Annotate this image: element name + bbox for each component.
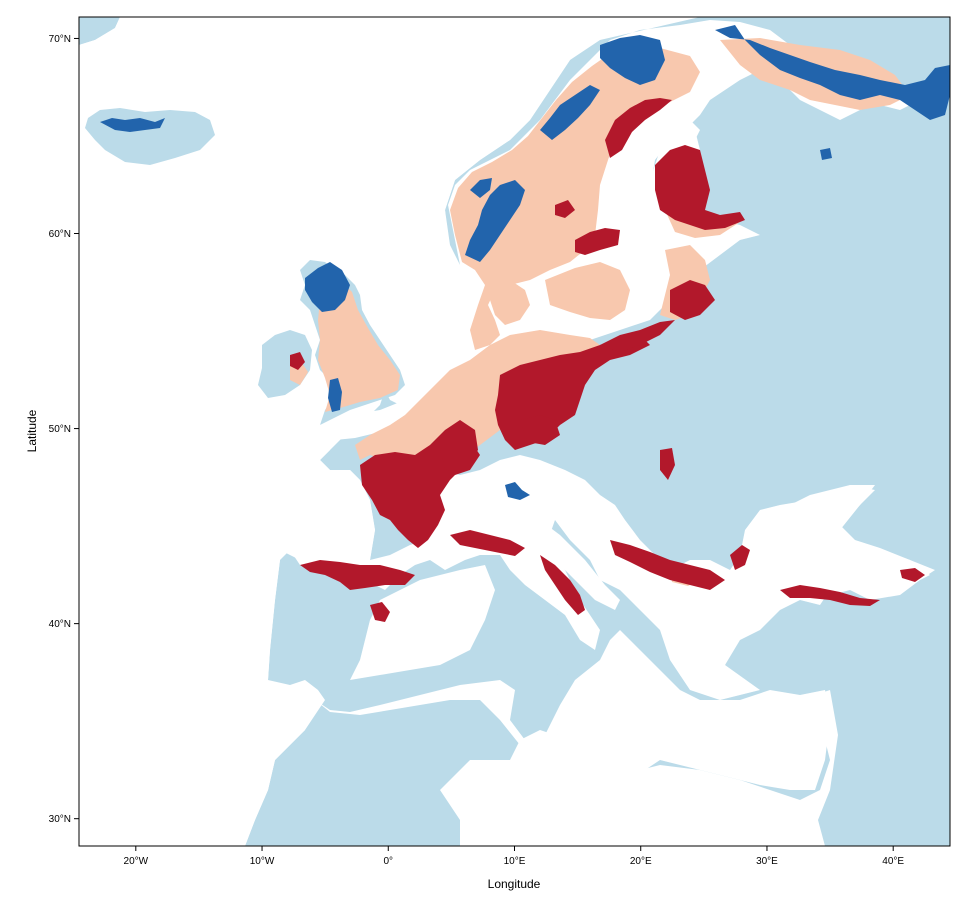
red-apennines bbox=[540, 555, 585, 615]
blue-sweden-mountains bbox=[540, 85, 600, 140]
x-tick-label: 20°E bbox=[630, 856, 652, 867]
x-tick-label: 10°E bbox=[504, 856, 526, 867]
blue-iceland-coast bbox=[100, 118, 165, 132]
peach-great-britain bbox=[318, 280, 400, 412]
x-tick-label: 30°E bbox=[756, 856, 778, 867]
red-france-east bbox=[440, 440, 480, 475]
red-bothnia-north bbox=[605, 98, 672, 158]
red-balkans bbox=[610, 540, 725, 590]
water-black-sea bbox=[740, 485, 930, 600]
x-tick-label: 0° bbox=[383, 856, 393, 867]
red-turkey-north bbox=[780, 585, 880, 606]
red-baltic-coast bbox=[600, 320, 675, 352]
x-axis-title: Longitude bbox=[488, 877, 541, 891]
y-tick-label: 40°N bbox=[49, 619, 71, 630]
water-baltic-sea bbox=[600, 130, 740, 330]
red-finland bbox=[655, 145, 745, 230]
blue-scotland bbox=[305, 262, 350, 312]
water-layer bbox=[79, 17, 930, 846]
category-dark-red-layer bbox=[290, 98, 925, 622]
land-sicily bbox=[520, 665, 560, 685]
x-axis-ticks: 20°W 10°W 0° 10°E 20°E 30°E 40°E bbox=[124, 846, 904, 867]
red-alps bbox=[450, 530, 525, 556]
red-caucasus bbox=[900, 568, 925, 582]
red-carpathians bbox=[660, 448, 675, 480]
peach-sweden-south bbox=[545, 262, 630, 320]
red-spain-north bbox=[300, 560, 415, 590]
water-atlantic-iberia-west bbox=[79, 550, 305, 846]
blue-wales bbox=[328, 378, 342, 412]
blue-alps-spots bbox=[505, 482, 530, 500]
y-tick-label: 60°N bbox=[49, 229, 71, 240]
y-tick-label: 50°N bbox=[49, 424, 71, 435]
red-baltic-east bbox=[670, 280, 715, 320]
x-tick-label: 10°W bbox=[250, 856, 275, 867]
red-czech bbox=[520, 415, 560, 445]
water-aegean bbox=[675, 610, 735, 690]
x-tick-label: 20°W bbox=[124, 856, 149, 867]
water-atlantic-north bbox=[79, 17, 600, 565]
red-sweden-middle bbox=[575, 228, 620, 255]
red-spain-center bbox=[370, 602, 390, 622]
land-greenland-edge bbox=[79, 17, 120, 45]
blue-norway-mountains bbox=[465, 180, 525, 262]
blue-kola-east-edge bbox=[820, 148, 832, 160]
water-adriatic bbox=[540, 520, 620, 610]
red-sweden-spots bbox=[555, 200, 575, 218]
water-mediterranean-west bbox=[315, 565, 830, 810]
y-tick-label: 30°N bbox=[49, 814, 71, 825]
y-axis-ticks: 30°N 40°N 50°N 60°N 70°N bbox=[49, 34, 79, 825]
blue-kola bbox=[715, 25, 950, 120]
blue-lapland bbox=[600, 35, 665, 85]
red-ireland bbox=[290, 352, 305, 370]
x-tick-label: 40°E bbox=[882, 856, 904, 867]
red-crimea bbox=[730, 545, 750, 570]
blue-norway-west bbox=[470, 178, 492, 198]
land-scandinavia bbox=[445, 17, 950, 265]
y-axis-title: Latitude bbox=[25, 409, 39, 452]
map-plot-area bbox=[79, 17, 950, 846]
water-north-sea bbox=[400, 270, 500, 395]
peach-denmark bbox=[490, 280, 530, 325]
peach-scandinavia bbox=[450, 46, 700, 350]
y-tick-label: 70°N bbox=[49, 34, 71, 45]
category-dark-blue-layer bbox=[100, 25, 950, 500]
